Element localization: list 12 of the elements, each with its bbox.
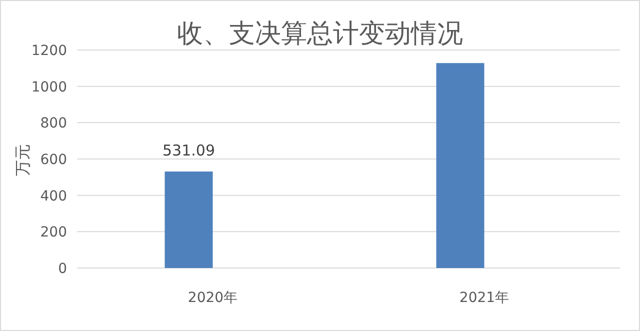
y-tick-label: 200 xyxy=(40,224,67,241)
x-tick-label: 2020年 xyxy=(188,290,238,306)
text: 531.09 xyxy=(162,142,215,160)
y-tick-label: 1200 xyxy=(31,43,67,59)
y-tick-label: 800 xyxy=(40,116,67,132)
y-tick-label: 0 xyxy=(58,261,67,277)
chart-title: 收、支决算总计变动情况 xyxy=(177,19,463,49)
y-tick-label: 400 xyxy=(40,188,67,204)
y-tick-label: 600 xyxy=(40,152,67,168)
y-axis-title: 万元 xyxy=(13,144,32,176)
y-tick-label: 1000 xyxy=(31,79,67,96)
x-tick-label: 2021年 xyxy=(459,290,510,306)
